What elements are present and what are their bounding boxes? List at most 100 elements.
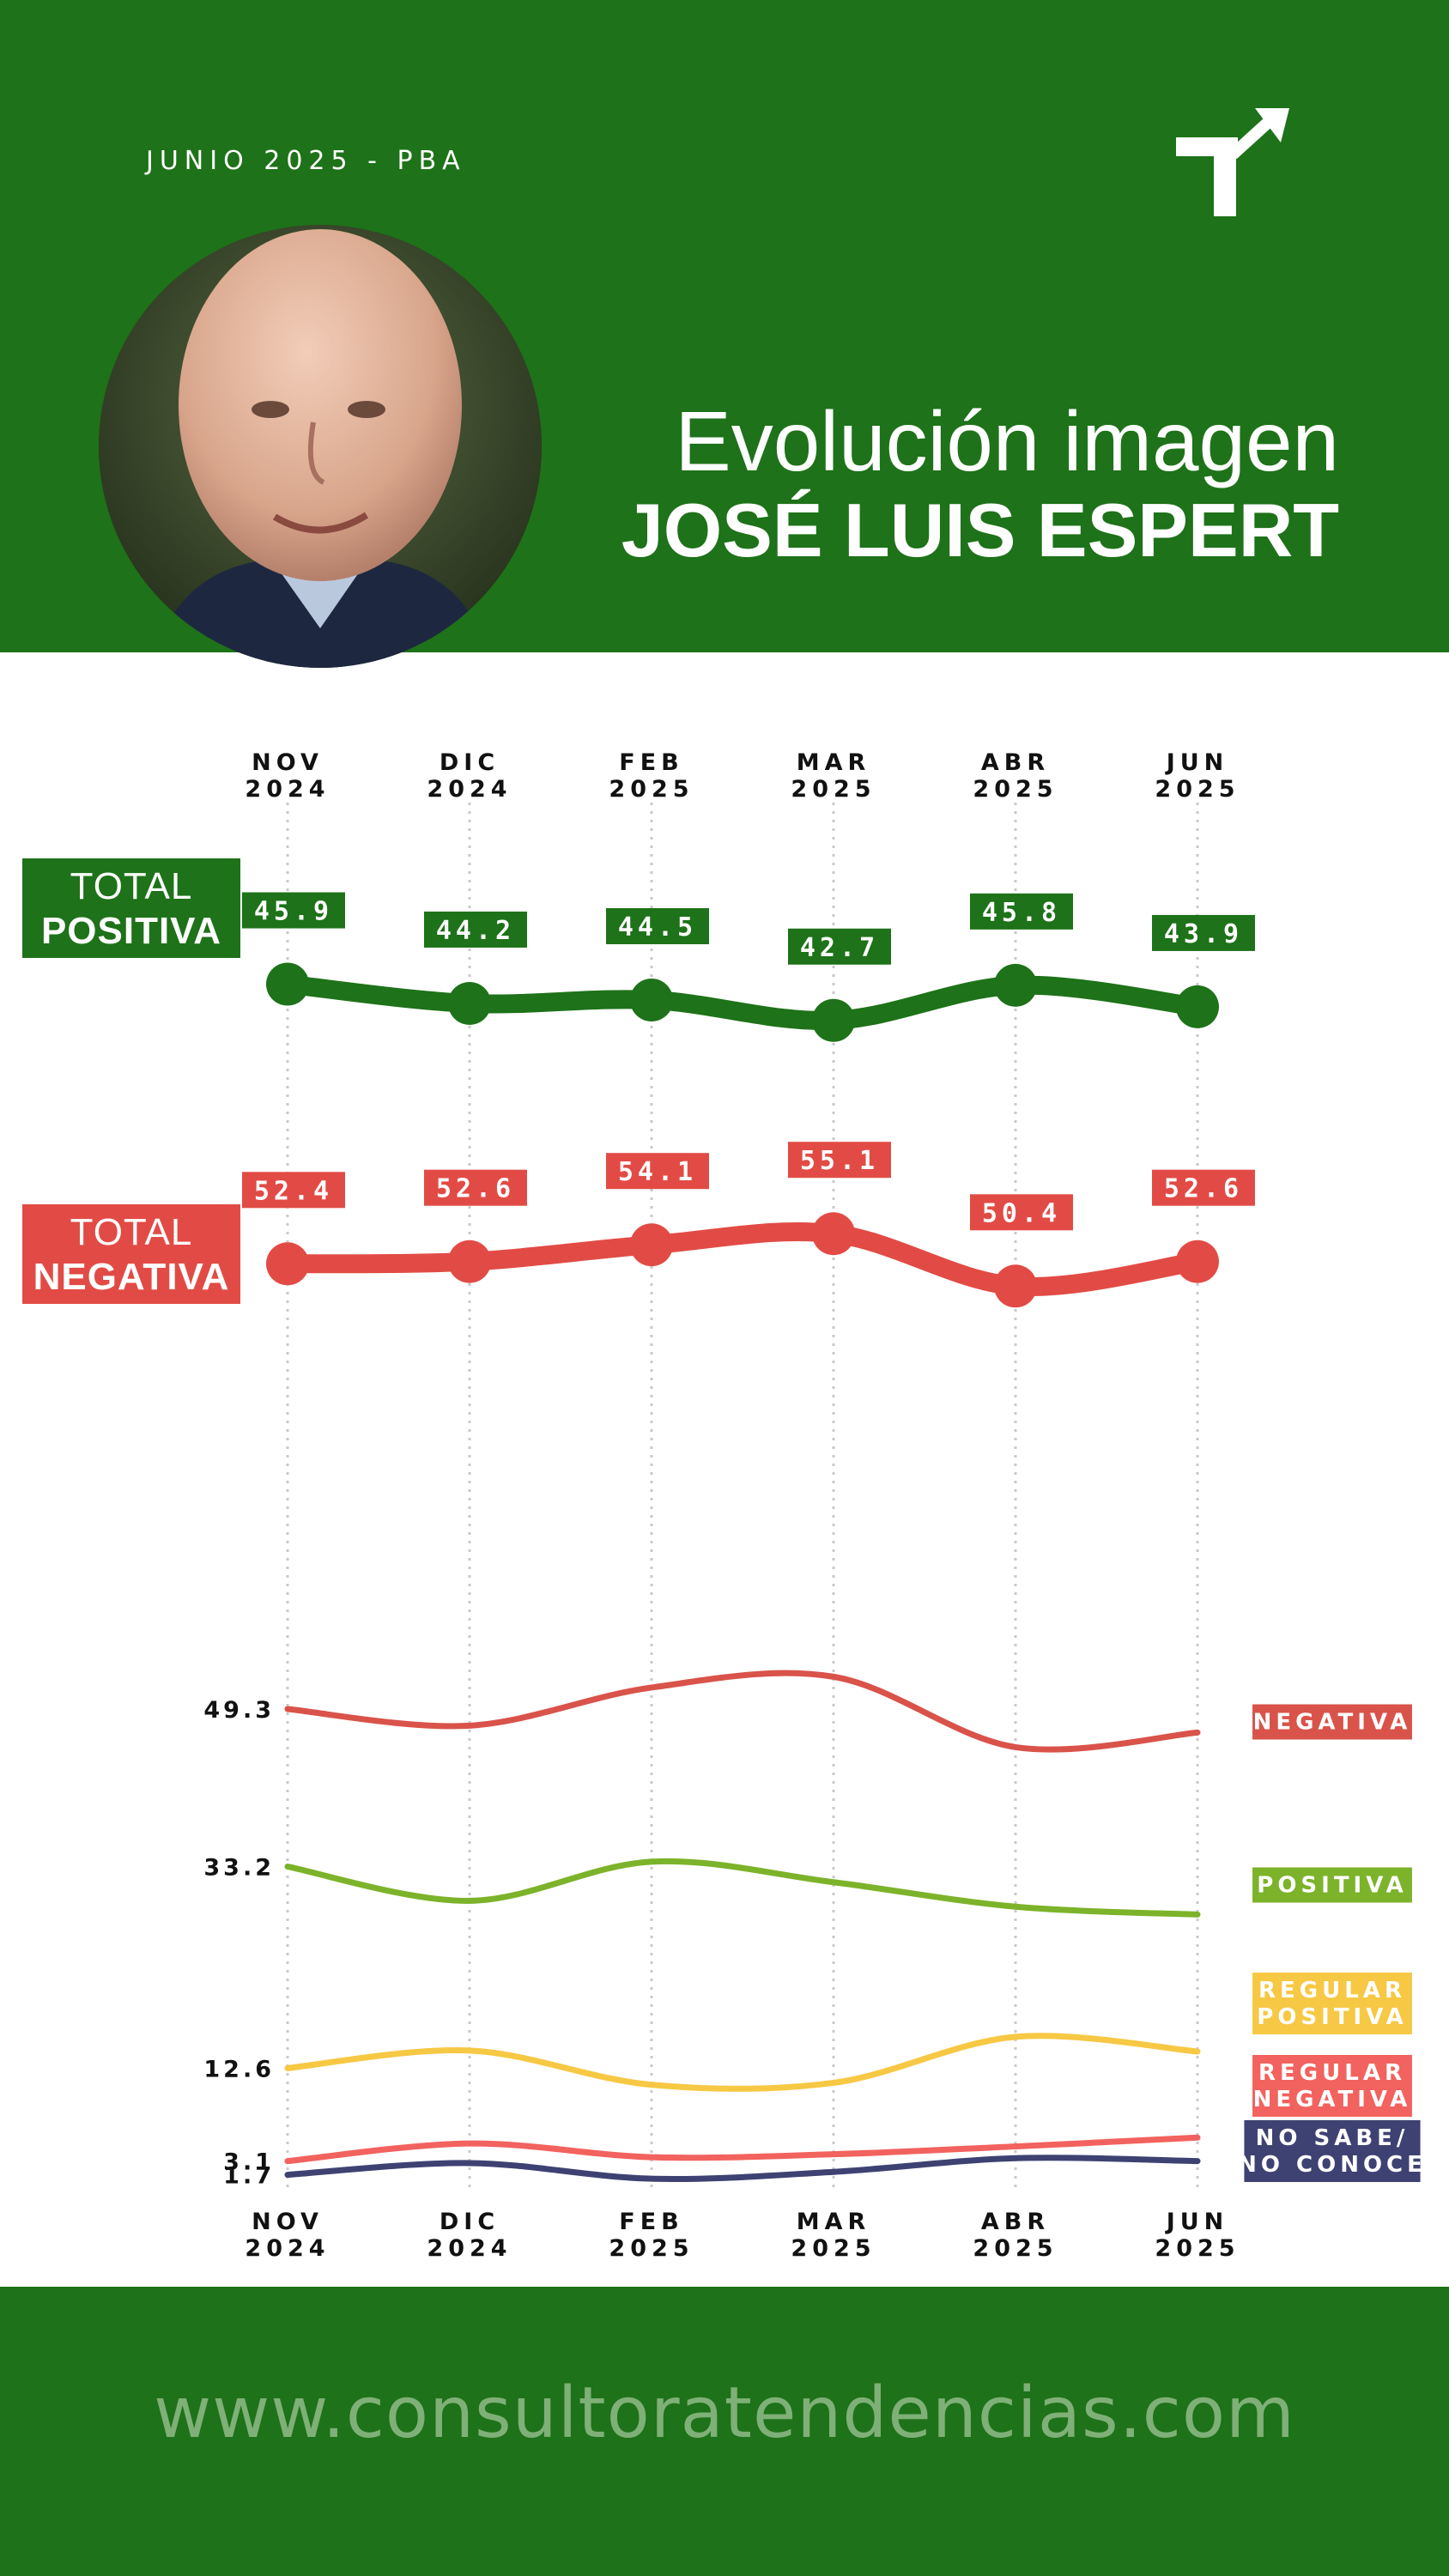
legend-item-text: NEGATIVA [1253,1710,1412,1736]
series-breakdown-0: 49.3 NEGATIVA [203,1670,1412,1753]
tick-label: DIC 2024 [427,749,512,803]
page-title: Evolución imagen JOSÉ LUIS ESPERT [567,395,1339,573]
legend-item-bg [1252,1973,1412,2034]
title-line-2: JOSÉ LUIS ESPERT [621,488,1339,573]
legend-item: NO SABE/NO CONOCE [1238,2120,1427,2182]
data-point [1176,1240,1219,1283]
data-point [448,981,491,1025]
data-label: 44.2 [424,911,527,948]
title-line-1: Evolución imagen [675,394,1339,488]
tick-label: ABR 2025 [973,2209,1058,2262]
data-label-bg [1152,914,1255,951]
data-point [1176,985,1219,1028]
legend-item-text: REGULAR [1258,2060,1406,2086]
series-line [284,2033,1201,2092]
data-label: 43.9 [1152,914,1255,951]
data-point [994,963,1037,1007]
data-label: 55.1 [788,1142,891,1179]
series-name-line1: TOTAL [70,1211,193,1253]
tick-label-line: FEB [619,749,683,776]
series-line [278,974,1207,1030]
data-label-bg [1152,1169,1255,1206]
series-line [278,1221,1207,1296]
data-label-text: 52.6 [436,1174,515,1204]
data-label-bg [788,928,891,965]
tick-label-line: ABR [981,2209,1050,2235]
legend-item: NEGATIVA [1252,1704,1412,1740]
legend-item-text: NO CONOCE [1238,2152,1427,2178]
series-line [284,1670,1201,1753]
data-label-text: 50.4 [982,1198,1061,1228]
data-label: 45.8 [970,893,1073,930]
tick-label: FEB 2025 [609,2209,694,2262]
legend-item-bg [1252,2055,1412,2117]
tick-label-line: NOV [252,2209,324,2235]
data-point [266,962,309,1006]
tick-label-line: MAR [797,749,871,776]
data-label: 44.5 [606,908,709,944]
arrow-turn-up-right-icon [1176,108,1289,216]
tick-label-line: NOV [252,749,324,776]
data-point [266,1242,309,1286]
tick-label-line: 2025 [609,776,694,803]
data-point [812,998,855,1042]
data-label-text: 45.9 [254,897,333,927]
tick-label-line: 2025 [609,2235,694,2262]
series-breakdown-1: 33.2 POSITIVA [203,1855,1412,1918]
tick-label: NOV 2024 [245,749,330,803]
tick-label: MAR 2025 [791,749,876,803]
tick-label-line: 2025 [973,2235,1058,2262]
start-value-label: 1.7 [223,2163,275,2190]
legend-item-text: REGULAR [1258,1978,1406,2003]
start-value-label: 12.6 [203,2056,275,2082]
start-value-label: 49.3 [203,1697,275,1724]
tick-label: NOV 2024 [245,2209,330,2262]
legend-item: POSITIVA [1252,1867,1412,1903]
tick-label-line: JUN [1165,749,1229,776]
tick-label-line: FEB [619,2209,683,2235]
website-link[interactable]: www.consultoratendencias.com [154,2373,1295,2454]
footer-banner: www.consultoratendencias.com [0,2287,1449,2576]
tick-label-line: 2025 [791,2235,876,2262]
data-label-bg [606,1153,709,1190]
data-label-bg [788,1142,891,1179]
data-point [630,1223,673,1267]
data-label-bg [242,1172,345,1209]
data-label-bg [606,908,709,944]
series-name-line2: NEGATIVA [33,1256,230,1298]
series-breakdown-4: 1.7 NO SABE/NO CONOCE [223,2120,1427,2190]
data-label-bg [424,1169,527,1206]
data-label-text: 43.9 [1164,919,1243,949]
series-name-line2: POSITIVA [41,910,221,952]
legend-item-text: POSITIVA [1257,1873,1407,1899]
data-label-text: 45.8 [982,898,1061,928]
legend-item-bg [1244,2120,1421,2182]
date-label: JUNIO 2025 - PBA [146,146,466,176]
tick-label-line: 2024 [427,2235,512,2262]
data-label-bg [970,893,1073,930]
data-label-text: 52.6 [1164,1174,1243,1204]
series-line [284,2155,1201,2182]
series-name-line1: TOTAL [70,865,193,907]
data-label: 45.9 [242,892,345,929]
data-label: 54.1 [606,1153,709,1190]
data-label: 52.4 [242,1172,345,1209]
tick-label-line: 2024 [245,776,330,803]
series-name-bg [22,858,240,958]
tick-label-line: 2025 [1155,2235,1240,2262]
start-value-label: 33.2 [203,1855,275,1882]
legend-item-text: POSITIVA [1257,2004,1407,2030]
tick-label-line: DIC [440,749,500,776]
person-portrait-icon [99,225,542,668]
tick-label-line: 2024 [245,2235,330,2262]
data-point [994,1264,1037,1308]
tick-label-line: DIC [440,2209,500,2235]
